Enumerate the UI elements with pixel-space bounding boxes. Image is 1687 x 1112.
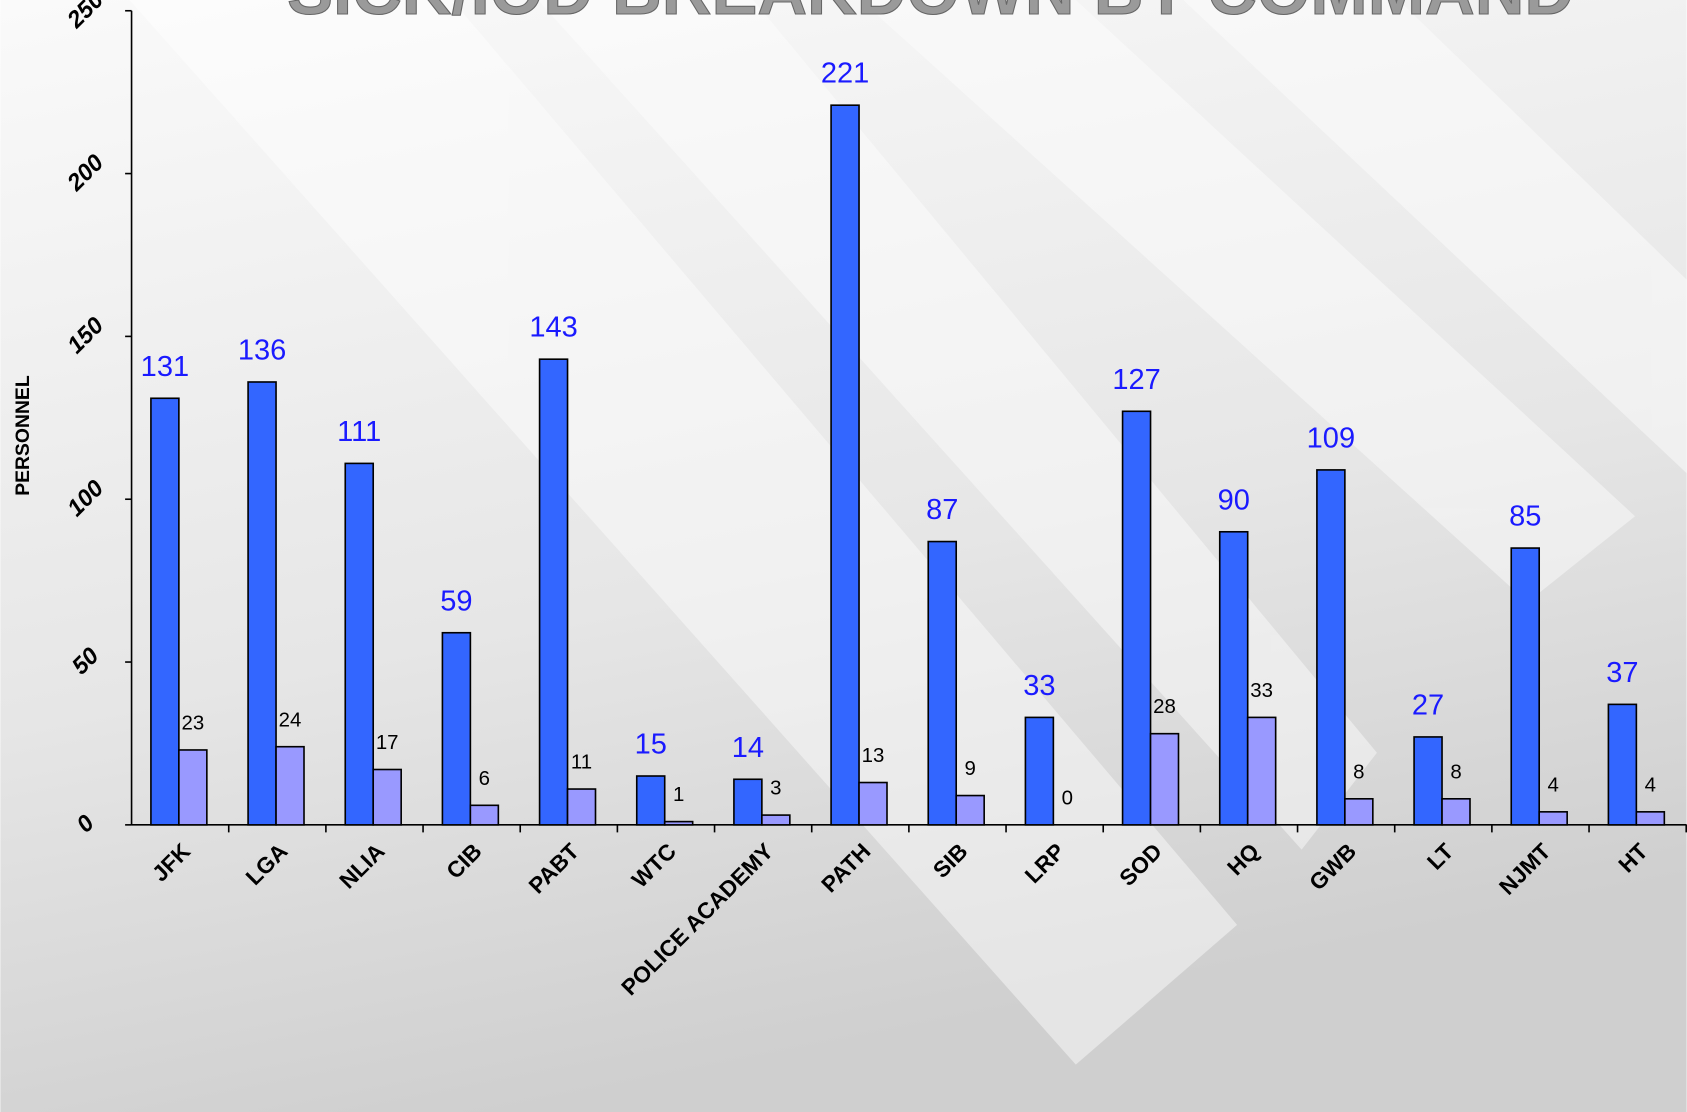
bar <box>275 745 305 826</box>
value-label: 17 <box>376 732 399 754</box>
value-label: 8 <box>1450 761 1461 783</box>
value-label: 24 <box>279 709 302 731</box>
value-label: 143 <box>529 312 577 344</box>
bar <box>1024 716 1055 826</box>
bar <box>1344 798 1374 826</box>
bar <box>1246 716 1277 826</box>
bar <box>538 358 569 826</box>
bar <box>733 778 763 826</box>
bar <box>247 381 277 826</box>
bar <box>1316 469 1346 826</box>
bar <box>441 631 472 826</box>
bar <box>1607 703 1638 826</box>
value-label: 23 <box>182 713 205 735</box>
value-label: 3 <box>770 778 781 800</box>
value-label: 8 <box>1353 761 1364 783</box>
bar <box>663 820 694 826</box>
value-label: 136 <box>238 335 286 367</box>
bar <box>830 104 860 826</box>
chart-title: SICK/IOD BREAKDOWN BY COMMAND <box>287 0 1574 29</box>
value-label: 4 <box>1645 774 1656 796</box>
bar <box>1635 811 1666 826</box>
value-label: 131 <box>141 351 189 383</box>
value-label: 109 <box>1307 422 1355 454</box>
value-label: 37 <box>1606 657 1638 689</box>
value-label: 13 <box>862 745 885 767</box>
value-label: 59 <box>440 585 472 617</box>
bar <box>372 768 402 826</box>
value-label: 14 <box>732 732 764 764</box>
bar <box>1413 736 1443 826</box>
bar <box>344 462 375 826</box>
value-label: 6 <box>479 768 490 790</box>
bar <box>469 804 500 826</box>
value-label: 127 <box>1112 364 1160 396</box>
value-label: 15 <box>635 729 667 761</box>
bar <box>1441 798 1471 826</box>
bar <box>566 788 597 826</box>
value-label: 111 <box>337 416 381 448</box>
bar <box>1510 547 1541 826</box>
value-label: 27 <box>1412 689 1444 721</box>
value-label: 28 <box>1153 696 1176 718</box>
bar <box>955 794 985 826</box>
bar <box>1149 732 1180 826</box>
value-label: 4 <box>1548 774 1559 796</box>
value-label: 221 <box>821 58 869 90</box>
value-label: 0 <box>1062 787 1073 809</box>
value-label: 11 <box>571 752 592 774</box>
bar <box>635 775 666 826</box>
bar <box>1218 530 1249 826</box>
value-label: 33 <box>1250 680 1273 702</box>
value-label: 90 <box>1218 484 1250 516</box>
bar <box>1121 410 1152 826</box>
bar <box>150 397 180 826</box>
bar <box>178 749 208 826</box>
bar <box>1538 811 1568 826</box>
value-label: 87 <box>926 494 958 526</box>
bar <box>761 814 791 826</box>
bar <box>927 540 958 826</box>
bar <box>858 781 888 826</box>
value-label: 33 <box>1023 670 1055 702</box>
value-label: 85 <box>1509 501 1541 533</box>
y-axis-label: PERSONNEL <box>12 375 34 496</box>
value-label: 9 <box>965 758 976 780</box>
value-label: 1 <box>673 784 684 806</box>
